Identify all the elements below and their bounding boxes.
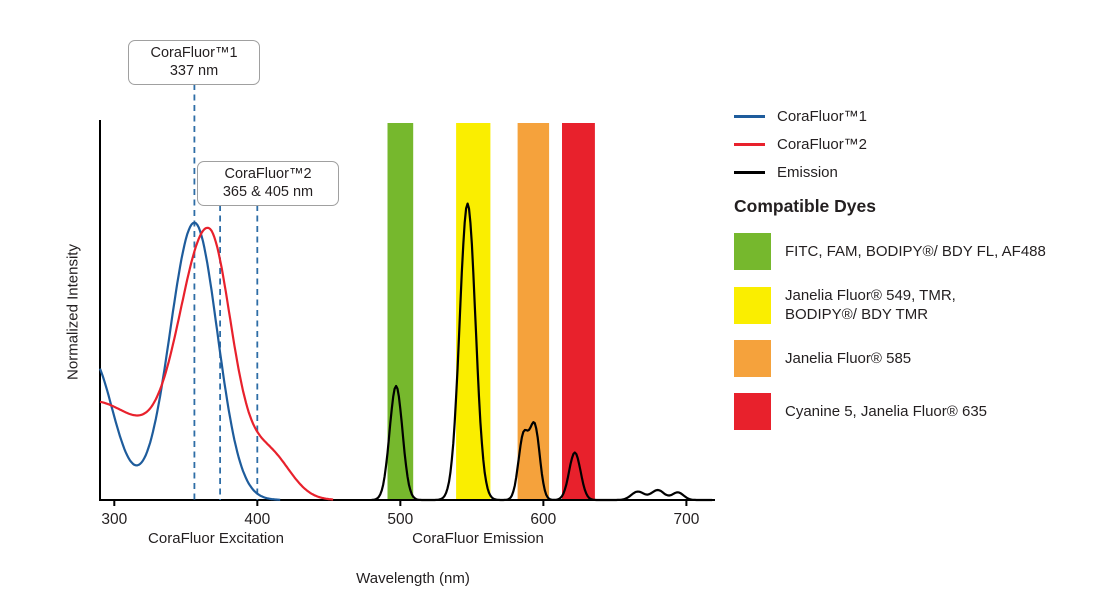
curve-emission xyxy=(371,202,713,502)
dye-row-red-label: Cyanine 5, Janelia Fluor® 635 xyxy=(785,403,988,420)
dye-row-green: FITC, FAM, BODIPY®/ BDY FL, AF488 xyxy=(734,233,1110,270)
band-orange xyxy=(517,123,550,500)
callout-corafluor1-wavelength: 337 nm xyxy=(169,62,219,79)
legend-item-emission-label: Emission xyxy=(777,163,838,181)
band-green xyxy=(387,123,414,500)
legend: CoraFluor™1 CoraFluor™2 Emission Compati… xyxy=(734,106,1110,446)
band-yellow xyxy=(456,123,491,500)
dye-row-yellow: Janelia Fluor® 549, TMR, BODIPY®/ BDY TM… xyxy=(734,286,1110,324)
dye-row-orange: Janelia Fluor® 585 xyxy=(734,340,1110,377)
dye-row-yellow-label: Janelia Fluor® 549, TMR, BODIPY®/ BDY TM… xyxy=(785,287,956,323)
y-axis-label: Normalized Intensity xyxy=(64,244,82,380)
band-red xyxy=(562,123,595,500)
callout-corafluor2: CoraFluor™2 365 & 405 nm xyxy=(197,161,339,206)
legend-item-corafluor2-label: CoraFluor™2 xyxy=(777,135,868,153)
dye-row-green-label: FITC, FAM, BODIPY®/ BDY FL, AF488 xyxy=(785,243,1046,260)
compatible-dyes-heading: Compatible Dyes xyxy=(734,196,876,216)
green-dye-swatch xyxy=(734,233,771,270)
orange-dye-swatch xyxy=(734,340,771,377)
x-tick-label-300: 300 xyxy=(101,511,127,528)
red-dye-swatch xyxy=(734,393,771,430)
x-axis-section-label-excitation: CoraFluor Excitation xyxy=(148,530,284,547)
curve-corafluor-1 xyxy=(98,221,281,501)
x-tick-label-400: 400 xyxy=(244,511,270,528)
yellow-dye-swatch xyxy=(734,286,771,324)
x-tick-label-600: 600 xyxy=(530,511,556,528)
x-tick-label-500: 500 xyxy=(387,511,413,528)
dye-row-orange-label: Janelia Fluor® 585 xyxy=(785,350,912,367)
x-axis-section-label-emission: CoraFluor Emission xyxy=(412,530,544,547)
legend-item-emission: Emission xyxy=(734,162,1110,182)
curve-corafluor-2 xyxy=(99,226,334,501)
legend-item-corafluor1: CoraFluor™1 xyxy=(734,106,1110,126)
callout-corafluor1-title: CoraFluor™1 xyxy=(150,45,238,61)
emission-line-swatch xyxy=(734,170,765,174)
callout-corafluor2-title: CoraFluor™2 xyxy=(224,166,312,182)
callout-corafluor1: CoraFluor™1 337 nm xyxy=(128,40,260,85)
dye-row-red: Cyanine 5, Janelia Fluor® 635 xyxy=(734,393,1110,430)
legend-item-corafluor1-label: CoraFluor™1 xyxy=(777,107,868,125)
legend-item-corafluor2: CoraFluor™2 xyxy=(734,134,1110,154)
x-axis-label: Wavelength (nm) xyxy=(356,570,470,587)
x-tick-label-700: 700 xyxy=(673,511,699,528)
callout-corafluor2-wavelength: 365 & 405 nm xyxy=(222,183,314,200)
corafluor2-line-swatch xyxy=(734,142,765,146)
corafluor1-line-swatch xyxy=(734,114,765,118)
